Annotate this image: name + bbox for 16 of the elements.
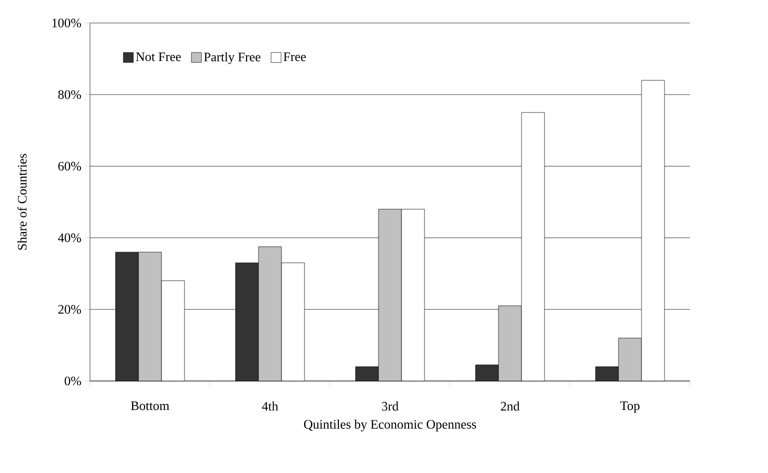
x-tick-label: Bottom xyxy=(130,402,170,410)
y-tick-label: 0% xyxy=(64,376,82,386)
legend-label: Free xyxy=(284,52,306,62)
y-tick-label: 100% xyxy=(52,18,82,28)
x-tick-label: 4th xyxy=(262,402,278,411)
legend-label: Partly Free xyxy=(204,52,260,64)
x-tick-label: Top xyxy=(620,402,640,413)
x-axis-title: Quintiles by Economic Openness xyxy=(304,420,476,432)
x-tick-label: 3rd xyxy=(382,402,398,411)
legend-label: Not Free xyxy=(136,52,181,62)
y-axis-title: Share of Countries xyxy=(17,154,27,250)
y-tick-label: 80% xyxy=(58,90,82,99)
y-tick-label: 20% xyxy=(58,305,82,314)
y-tick-label: 60% xyxy=(58,162,82,171)
y-tick-label: 40% xyxy=(58,233,82,242)
x-tick-label: 2nd xyxy=(500,402,520,411)
